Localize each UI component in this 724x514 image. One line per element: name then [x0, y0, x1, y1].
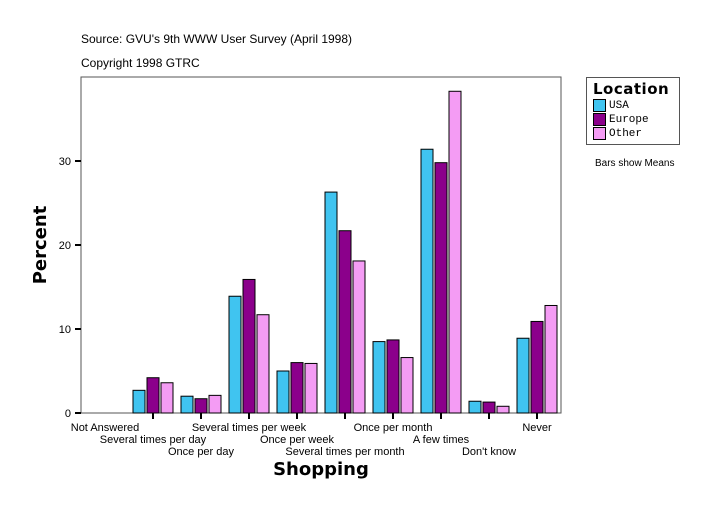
legend-label: Other — [609, 127, 643, 140]
bar-europe — [290, 362, 304, 414]
legend-item-europe: Europe — [593, 113, 649, 126]
bar-other — [208, 394, 222, 414]
bar-usa — [228, 295, 242, 414]
bar-europe — [482, 401, 496, 414]
bar-europe — [386, 339, 400, 414]
bar-europe — [194, 398, 208, 414]
x-tick-label: Not Answered — [71, 422, 139, 434]
bar-europe — [146, 377, 160, 414]
y-tick-label: 0 — [65, 408, 71, 420]
x-tick-label: Once per week — [260, 434, 334, 446]
bar-other — [544, 304, 558, 414]
y-tick-label: 30 — [59, 156, 71, 168]
x-axis-label: Shopping — [273, 459, 369, 480]
bar-other — [256, 314, 270, 414]
bars-note: Bars show Means — [595, 158, 675, 169]
legend-item-usa: USA — [593, 99, 629, 112]
bar-europe — [242, 278, 256, 414]
legend-swatch — [593, 99, 606, 112]
copyright-text: Copyright 1998 GTRC — [81, 56, 200, 70]
x-tick-label: Once per month — [354, 422, 433, 434]
y-tick-label: 20 — [59, 240, 71, 252]
legend-title: Location — [593, 80, 670, 98]
bar-other — [448, 90, 462, 414]
legend-swatch — [593, 113, 606, 126]
y-axis-label: Percent — [30, 205, 51, 284]
bar-other — [304, 362, 318, 414]
x-tick-label: Several times per week — [192, 422, 307, 434]
bar-other — [160, 382, 174, 414]
legend-label: Europe — [609, 113, 649, 126]
bar-usa — [420, 148, 434, 414]
legend-item-other: Other — [593, 127, 642, 140]
y-tick-label: 10 — [59, 324, 71, 336]
bar-usa — [132, 389, 146, 414]
source-text: Source: GVU's 9th WWW User Survey (April… — [81, 32, 353, 46]
bar-usa — [180, 395, 194, 414]
bar-usa — [324, 191, 338, 414]
bar-usa — [372, 341, 386, 414]
bar-europe — [338, 230, 352, 414]
bar-other — [400, 357, 414, 414]
x-tick-label: Several times per month — [285, 446, 404, 458]
bar-other — [352, 260, 366, 414]
legend-label: USA — [609, 99, 629, 112]
bar-europe — [530, 320, 544, 414]
bar-other — [496, 405, 510, 414]
bar-usa — [468, 400, 482, 414]
bar-europe — [434, 162, 448, 414]
legend-swatch — [593, 127, 606, 140]
bar-usa — [516, 337, 530, 414]
x-tick-label: Several times per day — [100, 434, 207, 446]
bar-usa — [276, 370, 290, 414]
legend: Location USA Europe Other — [586, 77, 680, 145]
x-tick-label: A few times — [413, 434, 470, 446]
x-tick-label: Don't know — [462, 446, 516, 458]
x-tick-label: Never — [522, 422, 552, 434]
x-tick-label: Once per day — [168, 446, 235, 458]
plot-area — [80, 76, 562, 414]
